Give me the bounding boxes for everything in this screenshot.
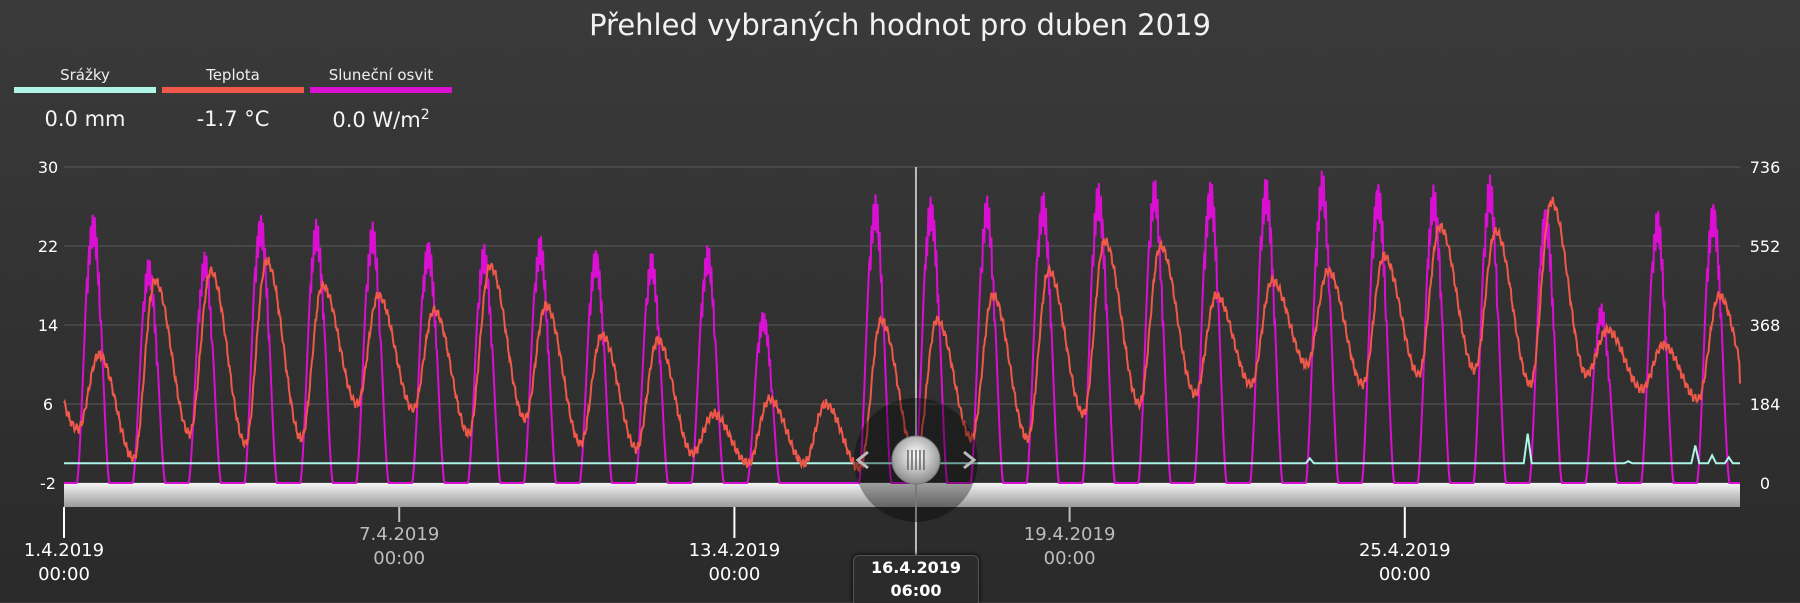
left-axis: 30 22 14 6 -2 bbox=[38, 158, 58, 493]
legend-swatch bbox=[14, 87, 156, 93]
x-tick-date: 1.4.2019 bbox=[24, 540, 104, 561]
legend-label: Sluneční osvit bbox=[328, 66, 434, 84]
legend-value-text: 0.0 W/m bbox=[332, 108, 421, 132]
cursor-date: 16.4.2019 bbox=[870, 558, 962, 577]
legend: Srážky 0.0 mm Teplota -1.7 °C Sluneční o… bbox=[14, 66, 452, 132]
series-precipitation-line bbox=[64, 433, 1740, 465]
right-tick-label: 0 bbox=[1760, 474, 1770, 493]
series-solar-line bbox=[64, 170, 1740, 484]
x-axis: 1.4.2019 00:00 7.4.2019 00:00 13.4.2019 00:00… bbox=[24, 507, 1451, 585]
x-tick-date: 19.4.2019 bbox=[1024, 524, 1116, 545]
arrow-right-icon[interactable] bbox=[963, 450, 977, 470]
left-tick-label: 6 bbox=[43, 395, 53, 414]
right-tick-label: 184 bbox=[1750, 395, 1781, 414]
x-tick-date: 7.4.2019 bbox=[359, 524, 439, 545]
x-tick-time: 00:00 bbox=[38, 564, 90, 585]
x-tick-time: 00:00 bbox=[373, 548, 425, 569]
x-tick-date: 13.4.2019 bbox=[689, 540, 781, 561]
legend-swatch bbox=[162, 87, 304, 93]
right-tick-label: 552 bbox=[1750, 237, 1781, 256]
chart-title: Přehled vybraných hodnot pro duben 2019 bbox=[589, 8, 1211, 42]
right-tick-label: 368 bbox=[1750, 316, 1781, 335]
cursor[interactable] bbox=[853, 167, 978, 555]
series-lines bbox=[63, 170, 1741, 484]
left-tick-label: 30 bbox=[38, 158, 58, 177]
legend-value-sup: 2 bbox=[420, 107, 430, 123]
x-tick-time: 00:00 bbox=[1379, 564, 1431, 585]
legend-value: 0.0 W/m2 bbox=[310, 107, 452, 132]
x-tick-date: 25.4.2019 bbox=[1359, 540, 1451, 561]
cursor-time: 06:00 bbox=[890, 581, 942, 600]
right-axis: 736 552 368 184 0 bbox=[1750, 158, 1781, 493]
legend-label: Teplota bbox=[206, 66, 260, 84]
left-tick-label: -2 bbox=[40, 474, 56, 493]
left-tick-label: 14 bbox=[38, 316, 58, 335]
legend-item-temperature[interactable]: Teplota -1.7 °C bbox=[162, 66, 304, 132]
navigator-bar[interactable] bbox=[64, 483, 1740, 507]
x-tick-time: 00:00 bbox=[1044, 548, 1096, 569]
left-tick-label: 22 bbox=[38, 237, 58, 256]
cursor-tooltip: 16.4.2019 06:00 bbox=[853, 555, 979, 603]
legend-item-precipitation[interactable]: Srážky 0.0 mm bbox=[14, 66, 156, 132]
legend-label: Srážky bbox=[60, 66, 110, 84]
legend-item-solar[interactable]: Sluneční osvit 0.0 W/m2 bbox=[310, 66, 452, 132]
legend-value: -1.7 °C bbox=[196, 107, 270, 131]
series-temperature-line bbox=[63, 196, 1741, 474]
x-tick-time: 00:00 bbox=[708, 564, 760, 585]
legend-value: 0.0 mm bbox=[44, 107, 126, 131]
navigator-track[interactable] bbox=[64, 483, 1740, 507]
legend-swatch bbox=[310, 87, 452, 93]
arrow-left-icon[interactable] bbox=[855, 450, 869, 470]
right-tick-label: 736 bbox=[1750, 158, 1781, 177]
